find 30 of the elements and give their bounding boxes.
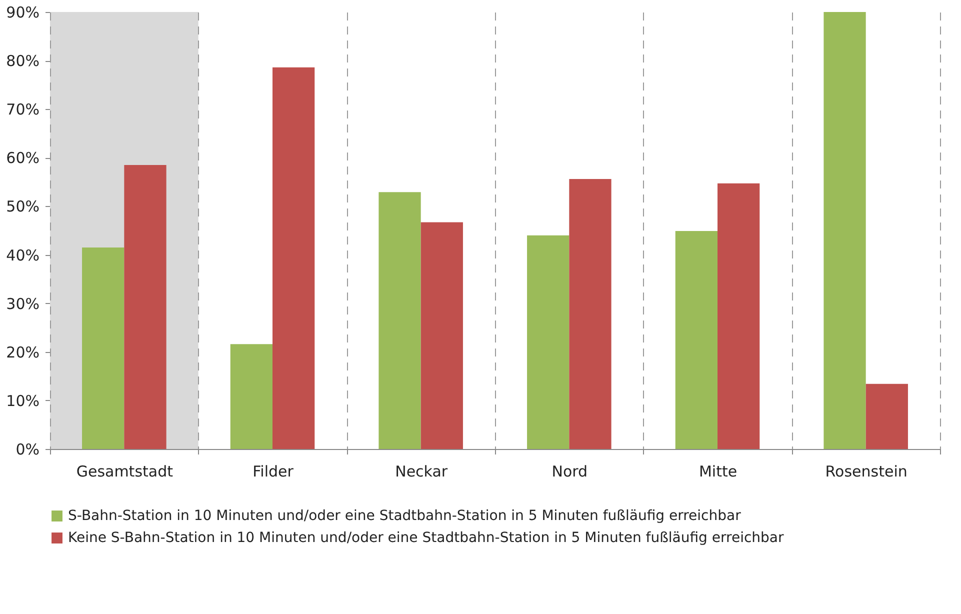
bar xyxy=(420,222,463,449)
legend-label: S-Bahn-Station in 10 Minuten und/oder eine Stadtbahn-Station in 5 Minuten fußläufig erreichbar xyxy=(68,508,742,524)
bar xyxy=(824,12,866,449)
x-tick-label: Nord xyxy=(552,462,588,480)
y-tick-label: 10% xyxy=(6,392,40,410)
y-tick-label: 70% xyxy=(6,100,40,119)
y-tick-label: 60% xyxy=(6,149,40,168)
y-tick-label: 30% xyxy=(6,294,40,313)
y-tick-label: 40% xyxy=(6,246,40,264)
y-tick-label: 0% xyxy=(16,440,40,458)
y-tick-label: 20% xyxy=(6,343,40,362)
bar xyxy=(569,179,612,449)
legend-label: Keine S-Bahn-Station in 10 Minuten und/oder eine Stadtbahn-Station in 5 Minuten fußläufig erreichbar xyxy=(68,530,784,546)
x-tick-label: Rosenstein xyxy=(825,462,908,480)
x-tick-label: Neckar xyxy=(395,462,448,480)
y-tick-label: 90% xyxy=(6,4,40,22)
bar xyxy=(82,247,124,449)
x-tick-label: Mitte xyxy=(698,462,738,480)
bar xyxy=(675,230,718,449)
bar xyxy=(230,344,272,449)
bar xyxy=(272,67,315,449)
x-tick-label: Filder xyxy=(252,462,294,480)
bar xyxy=(378,192,421,449)
y-tick-label: 80% xyxy=(6,52,40,70)
bar xyxy=(718,183,760,449)
bar xyxy=(124,164,166,449)
bar xyxy=(527,235,570,449)
bar xyxy=(866,384,908,449)
x-tick-label: Gesamtstadt xyxy=(76,462,174,480)
y-tick-label: 50% xyxy=(6,198,40,216)
